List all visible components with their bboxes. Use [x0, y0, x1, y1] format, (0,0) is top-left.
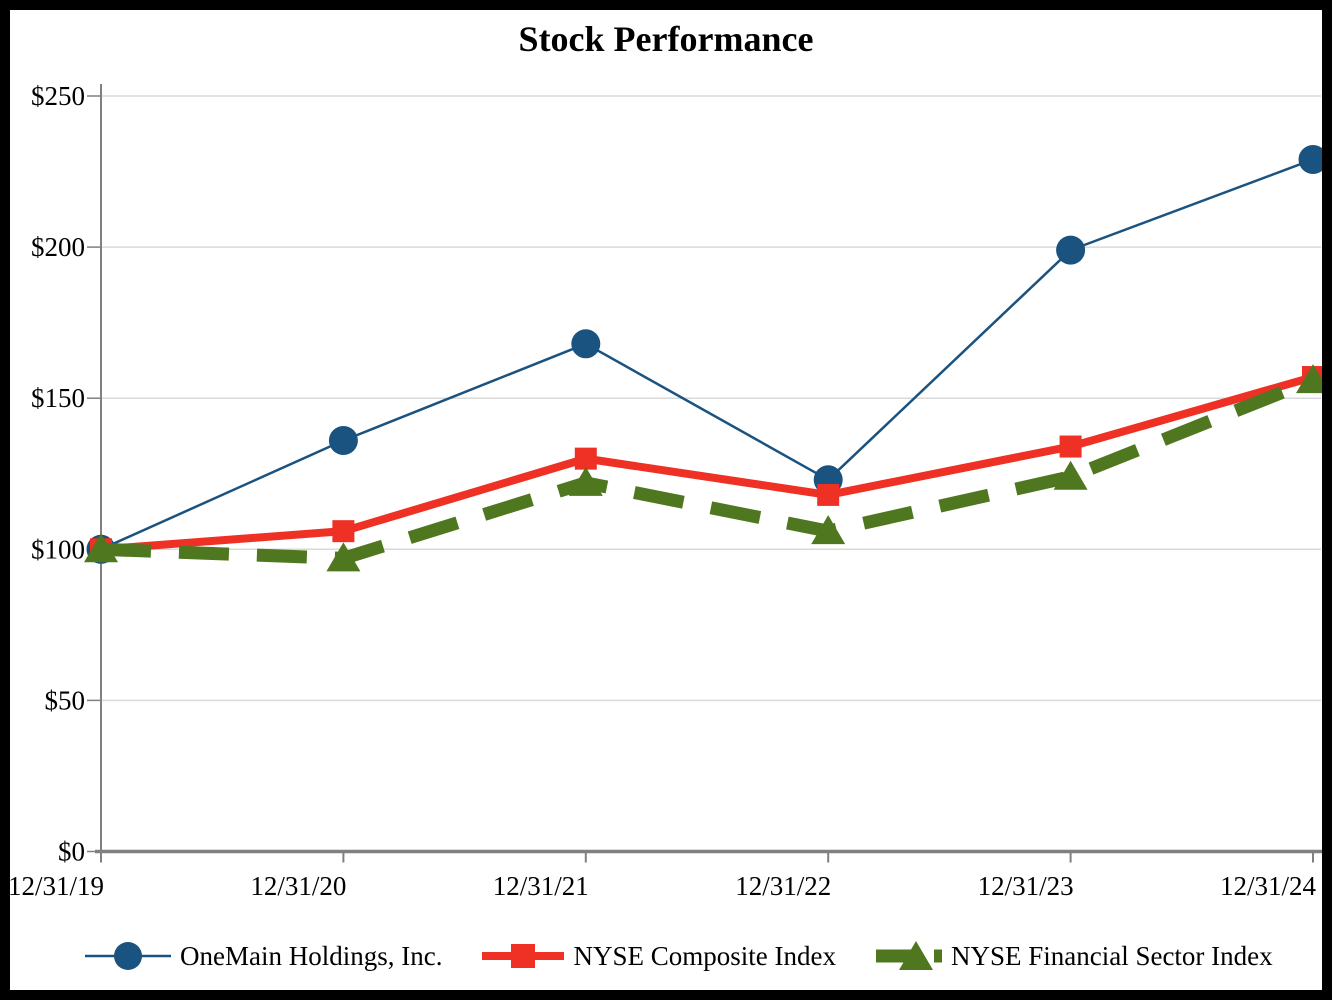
legend-label: NYSE Financial Sector Index — [950, 941, 1273, 971]
circle-marker — [1056, 235, 1086, 265]
legend-square-swatch — [482, 944, 565, 968]
legend-triangle-icon — [898, 941, 933, 970]
triangle-marker — [1296, 364, 1322, 394]
legend-square-icon — [511, 944, 536, 968]
series-line-2 — [100, 374, 1316, 565]
triangle-marker — [326, 542, 361, 572]
circle-marker — [328, 426, 358, 456]
x-tick-label: 12/31/20 — [250, 871, 346, 901]
triangle-marker — [1053, 460, 1088, 490]
triangle-marker — [568, 466, 603, 496]
legend-item: NYSE Financial Sector Index — [875, 939, 1273, 973]
series-line-1 — [100, 373, 1315, 554]
legend-item: NYSE Composite Index — [482, 939, 836, 973]
circle-marker — [1298, 144, 1322, 174]
square-marker — [574, 447, 597, 470]
legend-label: OneMain Holdings, Inc. — [180, 941, 443, 971]
chart-title: Stock Performance — [518, 19, 814, 59]
y-tick-label: $50 — [45, 685, 86, 715]
square-marker — [817, 483, 840, 506]
x-tick-label: 12/31/19 — [10, 871, 104, 901]
y-tick-label: $150 — [31, 383, 85, 413]
triangle-marker — [811, 515, 846, 545]
x-tick-label: 12/31/24 — [1220, 871, 1317, 901]
circle-marker — [571, 329, 601, 359]
x-tick-label: 12/31/21 — [493, 871, 589, 901]
legend: OneMain Holdings, Inc. NYSE Composite Ind… — [85, 939, 1273, 973]
y-tick-label: $250 — [31, 81, 85, 111]
y-tick-label: $200 — [31, 232, 85, 262]
x-tick-label: 12/31/22 — [735, 871, 831, 901]
x-tick-label: 12/31/23 — [978, 871, 1074, 901]
y-tick-label: $100 — [31, 534, 85, 564]
square-marker — [1059, 435, 1082, 458]
legend-label: NYSE Composite Index — [573, 941, 836, 971]
legend-circle-swatch — [85, 942, 171, 970]
plot-area: $0 $50 $100 $150 $200 $250 12/31/19 12/31/20 12/… — [10, 81, 1322, 901]
y-tick-label: $0 — [58, 837, 85, 867]
series-line-0 — [100, 158, 1314, 551]
legend-item: OneMain Holdings, Inc. — [85, 939, 442, 973]
legend-circle-icon — [114, 942, 142, 970]
legend-triangle-swatch — [875, 941, 942, 970]
triangle-marker — [84, 533, 118, 563]
square-marker — [332, 520, 355, 543]
